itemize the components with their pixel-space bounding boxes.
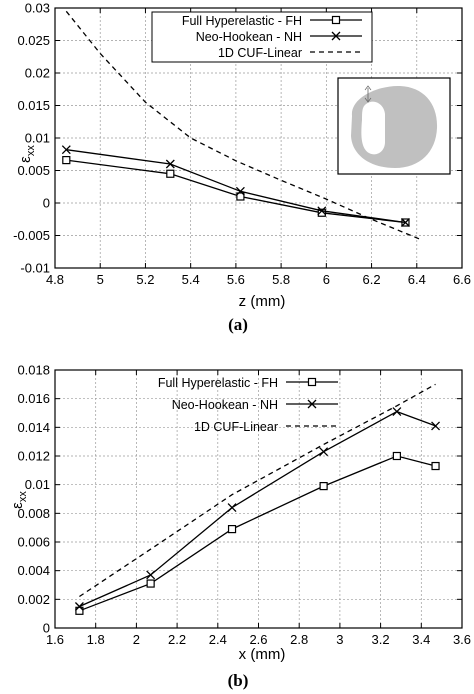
- series-line-cuf: [79, 383, 436, 598]
- data-point-nh: [430, 421, 441, 431]
- y-tick-label: 0: [43, 621, 50, 636]
- x-tick-label: 3.4: [412, 632, 430, 647]
- panel-a-y-axis-label: εxx: [17, 145, 37, 163]
- series-line-cuf: [65, 10, 420, 240]
- data-point-nh: [145, 570, 156, 580]
- x-tick-label: 1.6: [46, 632, 64, 647]
- panel-a-series: [61, 10, 420, 240]
- x-tick-label: 2.8: [290, 632, 308, 647]
- x-tick-label: 3.2: [372, 632, 390, 647]
- y-tick-label: 0.014: [17, 420, 50, 435]
- x-tick-label: 5.8: [272, 272, 290, 287]
- x-tick-label: 2: [133, 632, 140, 647]
- x-tick-label: 3.6: [453, 632, 471, 647]
- panel-a-tick-labels: 4.8 5 5.2 5.4 5.6 5.8 6 6.2 6.4 6.6 -0.01 -0.005 0 0.…: [13, 1, 471, 288]
- x-tick-label: 6.4: [408, 272, 426, 287]
- panel-a-x-axis-label: z (mm): [239, 293, 286, 310]
- data-point-fh: [431, 461, 440, 471]
- x-tick-label: 4.8: [46, 272, 64, 287]
- x-tick-label: 2.6: [249, 632, 267, 647]
- x-tick-label: 5: [97, 272, 104, 287]
- x-tick-label: 3: [336, 632, 343, 647]
- panel-b-label: (b): [228, 671, 249, 690]
- panel-b-legend: Full Hyperelastic - FH Neo-Hookean - NH …: [158, 376, 338, 434]
- y-tick-label: 0.03: [25, 1, 50, 16]
- data-point-fh: [227, 524, 237, 534]
- y-tick-label: 0.025: [17, 33, 50, 48]
- y-tick-label: 0.012: [17, 449, 50, 464]
- data-point-fh: [62, 156, 71, 165]
- y-tick-label: 0.015: [17, 98, 50, 113]
- data-point-fh: [146, 579, 155, 588]
- y-tick-label: 0.006: [17, 535, 50, 550]
- x-tick-label: 5.6: [227, 272, 245, 287]
- x-tick-label: 2.2: [168, 632, 186, 647]
- y-tick-label: -0.01: [20, 261, 50, 276]
- legend-a-cuf-label: 1D CUF-Linear: [218, 46, 302, 60]
- y-tick-label: 0.02: [25, 66, 50, 81]
- legend-b-nh-label: Neo-Hookean - NH: [172, 398, 278, 412]
- y-tick-label: 0.016: [17, 391, 50, 406]
- x-tick-label: 2.4: [209, 632, 227, 647]
- y-tick-label: -0.005: [13, 228, 50, 243]
- panel-b-x-axis-label: x (mm): [239, 646, 286, 663]
- data-point-fh: [166, 169, 175, 178]
- data-point-nh: [227, 502, 237, 513]
- panel-b-chart: 1.6 1.8 2 2.2 2.4 2.6 2.8 3 3.2 3.4 3.6 0 0.002 0.004…: [9, 363, 471, 691]
- data-point-fh: [392, 451, 401, 461]
- x-tick-label: 6: [323, 272, 330, 287]
- y-tick-label: 0.002: [17, 592, 50, 607]
- y-tick-label: 0.01: [25, 477, 50, 492]
- y-tick-label: 0.008: [17, 506, 50, 521]
- x-tick-label: 6.2: [363, 272, 381, 287]
- legend-b-square-marker: [307, 377, 317, 387]
- y-tick-label: 0.005: [17, 163, 50, 178]
- x-tick-label: 5.4: [182, 272, 200, 287]
- data-point-fh: [319, 482, 328, 491]
- y-tick-label: 0: [43, 196, 50, 211]
- x-tick-label: 6.6: [453, 272, 471, 287]
- y-tick-label: 0.018: [17, 363, 50, 378]
- x-tick-label: 1.8: [87, 632, 105, 647]
- panel-b-tick-labels: 1.6 1.8 2 2.2 2.4 2.6 2.8 3 3.2 3.4 3.6 0 0.002 0.004…: [17, 363, 471, 648]
- panel-b-y-axis-label: εxx: [9, 491, 29, 509]
- series-line-nh: [79, 410, 436, 608]
- legend-b-fh-label: Full Hyperelastic - FH: [158, 376, 278, 390]
- legend-a-fh-label: Full Hyperelastic - FH: [182, 14, 302, 28]
- panel-a-legend: Full Hyperelastic - FH Neo-Hookean - NH …: [151, 11, 373, 63]
- legend-b-cuf-label: 1D CUF-Linear: [194, 420, 278, 434]
- inset-cross-section-image: [337, 77, 451, 175]
- panel-b-series: [74, 383, 441, 615]
- y-tick-label: 0.004: [17, 563, 50, 578]
- y-tick-label: 0.01: [25, 131, 50, 146]
- legend-a-nh-label: Neo-Hookean - NH: [196, 30, 302, 44]
- x-tick-label: 5.2: [136, 272, 154, 287]
- panel-a-chart: 4.8 5 5.2 5.4 5.6 5.8 6 6.2 6.4 6.6 -0.01 -0.005 0 0.…: [13, 1, 471, 335]
- series-line-fh: [79, 455, 436, 612]
- legend-a-square-marker: [331, 15, 341, 25]
- data-point-nh: [392, 406, 402, 417]
- panel-a-label: (a): [228, 315, 248, 334]
- data-point-nh: [318, 447, 329, 457]
